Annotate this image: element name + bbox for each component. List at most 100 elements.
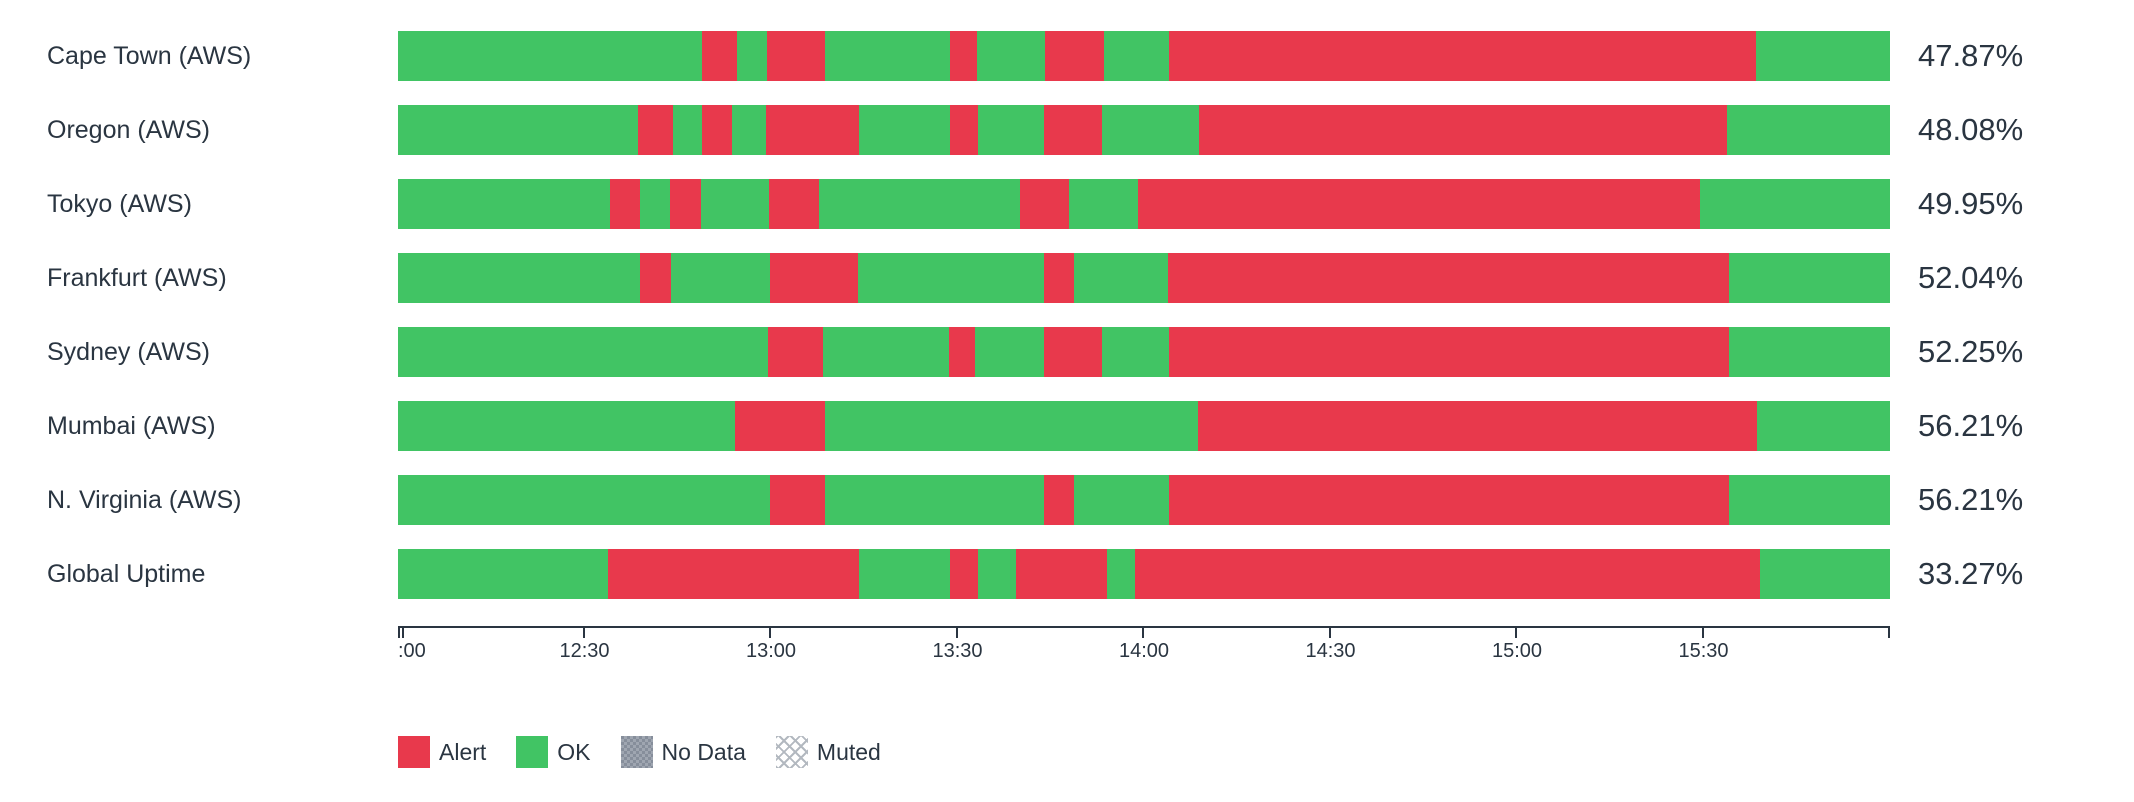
status-segment-alert[interactable]: [1197, 401, 1758, 451]
status-segment-ok[interactable]: [858, 105, 950, 155]
status-segment-ok[interactable]: [975, 327, 1044, 377]
status-segment-ok[interactable]: [398, 253, 640, 303]
status-row-mumbai-aws: Mumbai (AWS) 56.21%: [0, 401, 2134, 451]
status-segment-ok[interactable]: [1102, 327, 1170, 377]
status-segment-ok[interactable]: [671, 253, 770, 303]
status-segment-alert[interactable]: [1134, 549, 1761, 599]
status-segment-alert[interactable]: [948, 327, 976, 377]
status-segment-alert[interactable]: [1169, 327, 1729, 377]
status-segment-ok[interactable]: [700, 179, 770, 229]
axis-tick-label: :00: [398, 640, 426, 662]
status-segment-ok[interactable]: [1760, 549, 1890, 599]
status-segment-ok[interactable]: [976, 31, 1046, 81]
status-segment-ok[interactable]: [732, 105, 767, 155]
status-segment-ok[interactable]: [398, 401, 736, 451]
status-segment-ok[interactable]: [736, 31, 767, 81]
status-segment-alert[interactable]: [1020, 179, 1070, 229]
status-segment-alert[interactable]: [1167, 253, 1729, 303]
legend-item-no-data[interactable]: No Data: [620, 736, 746, 768]
status-segment-alert[interactable]: [768, 327, 824, 377]
status-bar: [398, 179, 1890, 229]
status-segment-ok[interactable]: [1073, 253, 1168, 303]
status-segment-alert[interactable]: [950, 31, 977, 81]
legend-label: No Data: [661, 738, 746, 765]
status-segment-alert[interactable]: [735, 401, 825, 451]
status-segment-ok[interactable]: [1728, 475, 1890, 525]
status-row-n-virginia-aws: N. Virginia (AWS) 56.21%: [0, 475, 2134, 525]
row-label: Frankfurt (AWS): [47, 264, 227, 292]
status-segment-ok[interactable]: [1073, 475, 1170, 525]
status-segment-alert[interactable]: [669, 179, 701, 229]
status-segment-alert[interactable]: [702, 105, 733, 155]
legend-item-ok[interactable]: OK: [516, 736, 591, 768]
status-segment-ok[interactable]: [1069, 179, 1138, 229]
status-segment-ok[interactable]: [1757, 401, 1890, 451]
status-segment-ok[interactable]: [824, 475, 1045, 525]
status-segment-alert[interactable]: [608, 549, 859, 599]
ok-swatch-icon: [516, 736, 549, 768]
status-segment-ok[interactable]: [823, 327, 949, 377]
status-segment-ok[interactable]: [857, 253, 1045, 303]
status-rows: Cape Town (AWS) 47.87% Oregon (AWS) 48.08% T…: [0, 31, 2134, 599]
axis-tick: [398, 628, 400, 638]
status-segment-ok[interactable]: [639, 179, 670, 229]
status-segment-ok[interactable]: [398, 105, 639, 155]
status-segment-alert[interactable]: [766, 105, 859, 155]
status-segment-ok[interactable]: [398, 31, 703, 81]
status-segment-alert[interactable]: [1045, 31, 1104, 81]
status-segment-ok[interactable]: [978, 105, 1044, 155]
legend-label: OK: [557, 738, 591, 765]
status-segment-ok[interactable]: [859, 549, 950, 599]
legend-item-muted[interactable]: Muted: [775, 736, 881, 768]
status-segment-alert[interactable]: [1043, 105, 1103, 155]
status-segment-alert[interactable]: [1015, 549, 1107, 599]
status-segment-ok[interactable]: [1102, 105, 1200, 155]
status-segment-ok[interactable]: [1728, 253, 1890, 303]
status-row-frankfurt-aws: Frankfurt (AWS) 52.04%: [0, 253, 2134, 303]
status-segment-alert[interactable]: [766, 31, 825, 81]
no-data-swatch-icon: [620, 736, 653, 768]
status-segment-alert[interactable]: [1044, 475, 1074, 525]
status-segment-ok[interactable]: [398, 179, 610, 229]
status-segment-ok[interactable]: [824, 401, 1198, 451]
status-segment-alert[interactable]: [1044, 327, 1103, 377]
status-segment-ok[interactable]: [398, 327, 769, 377]
alert-swatch-icon: [398, 736, 430, 768]
status-segment-ok[interactable]: [672, 105, 703, 155]
axis-tick: [955, 628, 958, 638]
uptime-percentage: 56.21%: [1918, 482, 2024, 517]
status-segment-alert[interactable]: [639, 253, 672, 303]
status-segment-alert[interactable]: [949, 105, 979, 155]
axis-tick-label: 12:30: [559, 640, 610, 662]
status-segment-ok[interactable]: [1103, 31, 1170, 81]
status-segment-alert[interactable]: [1044, 253, 1074, 303]
status-segment-alert[interactable]: [609, 179, 640, 229]
status-segment-alert[interactable]: [769, 253, 858, 303]
axis-tick: [1888, 628, 1890, 638]
status-segment-alert[interactable]: [638, 105, 673, 155]
status-segment-ok[interactable]: [398, 475, 770, 525]
status-segment-alert[interactable]: [769, 475, 825, 525]
status-segment-alert[interactable]: [1169, 31, 1756, 81]
status-segment-ok[interactable]: [1728, 327, 1890, 377]
status-segment-alert[interactable]: [702, 31, 737, 81]
status-row-sydney-aws: Sydney (AWS) 52.25%: [0, 327, 2134, 377]
status-segment-ok[interactable]: [1755, 31, 1890, 81]
status-segment-alert[interactable]: [1169, 475, 1729, 525]
legend: Alert OK No Data Muted: [398, 736, 2134, 768]
status-segment-alert[interactable]: [769, 179, 819, 229]
axis-tick: [1515, 628, 1517, 638]
status-segment-ok[interactable]: [1106, 549, 1135, 599]
uptime-percentage: 33.27%: [1918, 556, 2024, 591]
status-segment-ok[interactable]: [1700, 179, 1890, 229]
status-segment-ok[interactable]: [824, 31, 950, 81]
status-segment-ok[interactable]: [978, 549, 1016, 599]
status-segment-alert[interactable]: [1137, 179, 1701, 229]
legend-item-alert[interactable]: Alert: [398, 736, 486, 768]
status-segment-alert[interactable]: [950, 549, 979, 599]
status-segment-ok[interactable]: [398, 549, 609, 599]
status-segment-ok[interactable]: [818, 179, 1021, 229]
status-segment-alert[interactable]: [1199, 105, 1728, 155]
status-segment-ok[interactable]: [1727, 105, 1890, 155]
axis-tick: [1142, 628, 1144, 638]
